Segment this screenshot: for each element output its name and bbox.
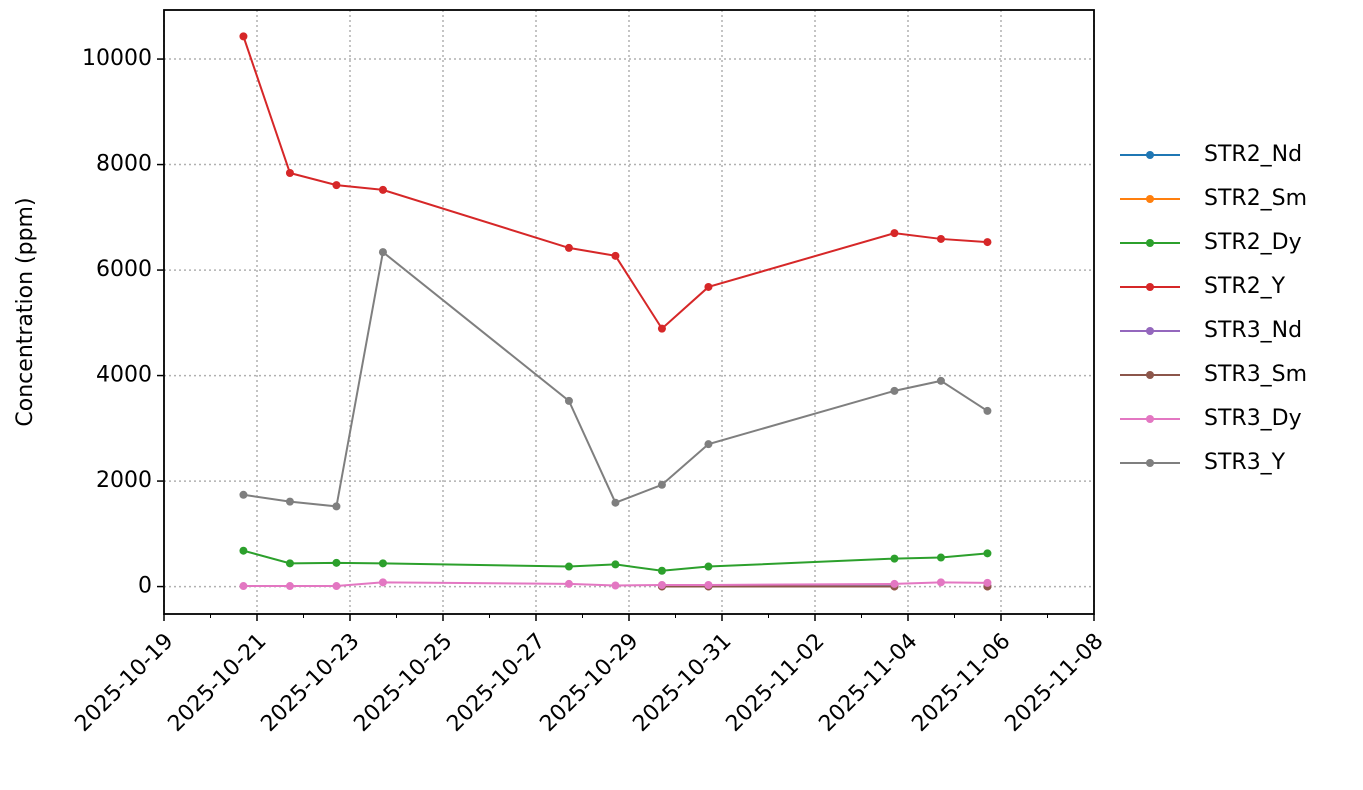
data-point bbox=[378, 578, 387, 587]
series-line bbox=[243, 250, 988, 508]
data-point bbox=[332, 502, 341, 511]
data-point bbox=[611, 581, 620, 590]
data-point bbox=[378, 559, 387, 568]
x-tick-label: 2025-11-02 bbox=[721, 629, 829, 737]
data-point bbox=[657, 324, 666, 333]
data-point bbox=[936, 234, 945, 243]
data-point bbox=[936, 578, 945, 587]
x-tick-label: 2025-10-19 bbox=[70, 629, 178, 737]
data-point bbox=[657, 480, 666, 489]
data-point bbox=[239, 32, 248, 41]
data-point bbox=[611, 560, 620, 569]
legend-label: STR3_Dy bbox=[1204, 406, 1302, 431]
legend-marker bbox=[1146, 195, 1154, 203]
y-tick-label: 0 bbox=[138, 574, 152, 599]
data-point bbox=[239, 582, 248, 591]
y-tick-label: 8000 bbox=[96, 152, 152, 177]
y-axis-label: Concentration (ppm) bbox=[13, 197, 38, 426]
data-point bbox=[564, 243, 573, 252]
data-point bbox=[332, 582, 341, 591]
data-point bbox=[378, 248, 387, 257]
data-point bbox=[564, 562, 573, 571]
data-point bbox=[983, 406, 992, 415]
plot-frame bbox=[163, 9, 1095, 615]
y-tick-label: 10000 bbox=[82, 46, 152, 71]
x-tick-label: 2025-10-25 bbox=[349, 629, 457, 737]
data-point bbox=[890, 386, 899, 395]
data-point bbox=[611, 251, 620, 260]
x-tick-label: 2025-11-06 bbox=[907, 629, 1015, 737]
data-point bbox=[239, 546, 248, 555]
legend-label: STR3_Y bbox=[1204, 450, 1286, 475]
legend-marker bbox=[1146, 283, 1154, 291]
x-tick-label: 2025-10-29 bbox=[535, 629, 643, 737]
legend-marker bbox=[1146, 239, 1154, 247]
data-point bbox=[890, 579, 899, 588]
data-point bbox=[564, 579, 573, 588]
data-point bbox=[983, 578, 992, 587]
y-tick-label: 4000 bbox=[96, 363, 152, 388]
x-tick-label: 2025-10-23 bbox=[256, 629, 364, 737]
data-point bbox=[285, 497, 294, 506]
data-point bbox=[285, 169, 294, 178]
legend-label: STR2_Nd bbox=[1204, 142, 1302, 167]
legend-marker bbox=[1146, 371, 1154, 379]
legend-marker bbox=[1146, 415, 1154, 423]
data-point bbox=[332, 558, 341, 567]
series-line bbox=[242, 36, 988, 331]
legend-label: STR2_Y bbox=[1204, 274, 1286, 299]
data-point bbox=[704, 580, 713, 589]
x-tick-label: 2025-10-31 bbox=[628, 629, 736, 737]
data-point bbox=[285, 582, 294, 591]
data-point bbox=[983, 549, 992, 558]
y-tick-label: 6000 bbox=[96, 257, 152, 282]
data-point bbox=[704, 440, 713, 449]
data-point bbox=[332, 181, 341, 190]
data-point bbox=[890, 229, 899, 238]
legend-label: STR2_Dy bbox=[1204, 230, 1302, 255]
x-tick-label: 2025-11-08 bbox=[1000, 629, 1108, 737]
x-tick-label: 2025-10-27 bbox=[442, 629, 550, 737]
data-point bbox=[704, 562, 713, 571]
legend-marker bbox=[1146, 459, 1154, 467]
x-tick-label: 2025-11-04 bbox=[814, 629, 922, 737]
data-point bbox=[285, 559, 294, 568]
data-point bbox=[564, 396, 573, 405]
data-point bbox=[378, 185, 387, 194]
data-point bbox=[239, 490, 248, 499]
data-point bbox=[890, 554, 899, 563]
legend-marker bbox=[1146, 327, 1154, 335]
y-tick-label: 2000 bbox=[96, 468, 152, 493]
data-point bbox=[657, 580, 666, 589]
data-point bbox=[936, 376, 945, 385]
x-tick-label: 2025-10-21 bbox=[163, 629, 271, 737]
data-point bbox=[704, 282, 713, 291]
data-point bbox=[611, 498, 620, 507]
data-point bbox=[657, 566, 666, 575]
legend-label: STR3_Nd bbox=[1204, 318, 1302, 343]
legend-marker bbox=[1146, 151, 1154, 159]
legend-label: STR2_Sm bbox=[1204, 186, 1307, 211]
legend-label: STR3_Sm bbox=[1204, 362, 1307, 387]
data-point bbox=[983, 238, 992, 247]
data-point bbox=[936, 553, 945, 562]
